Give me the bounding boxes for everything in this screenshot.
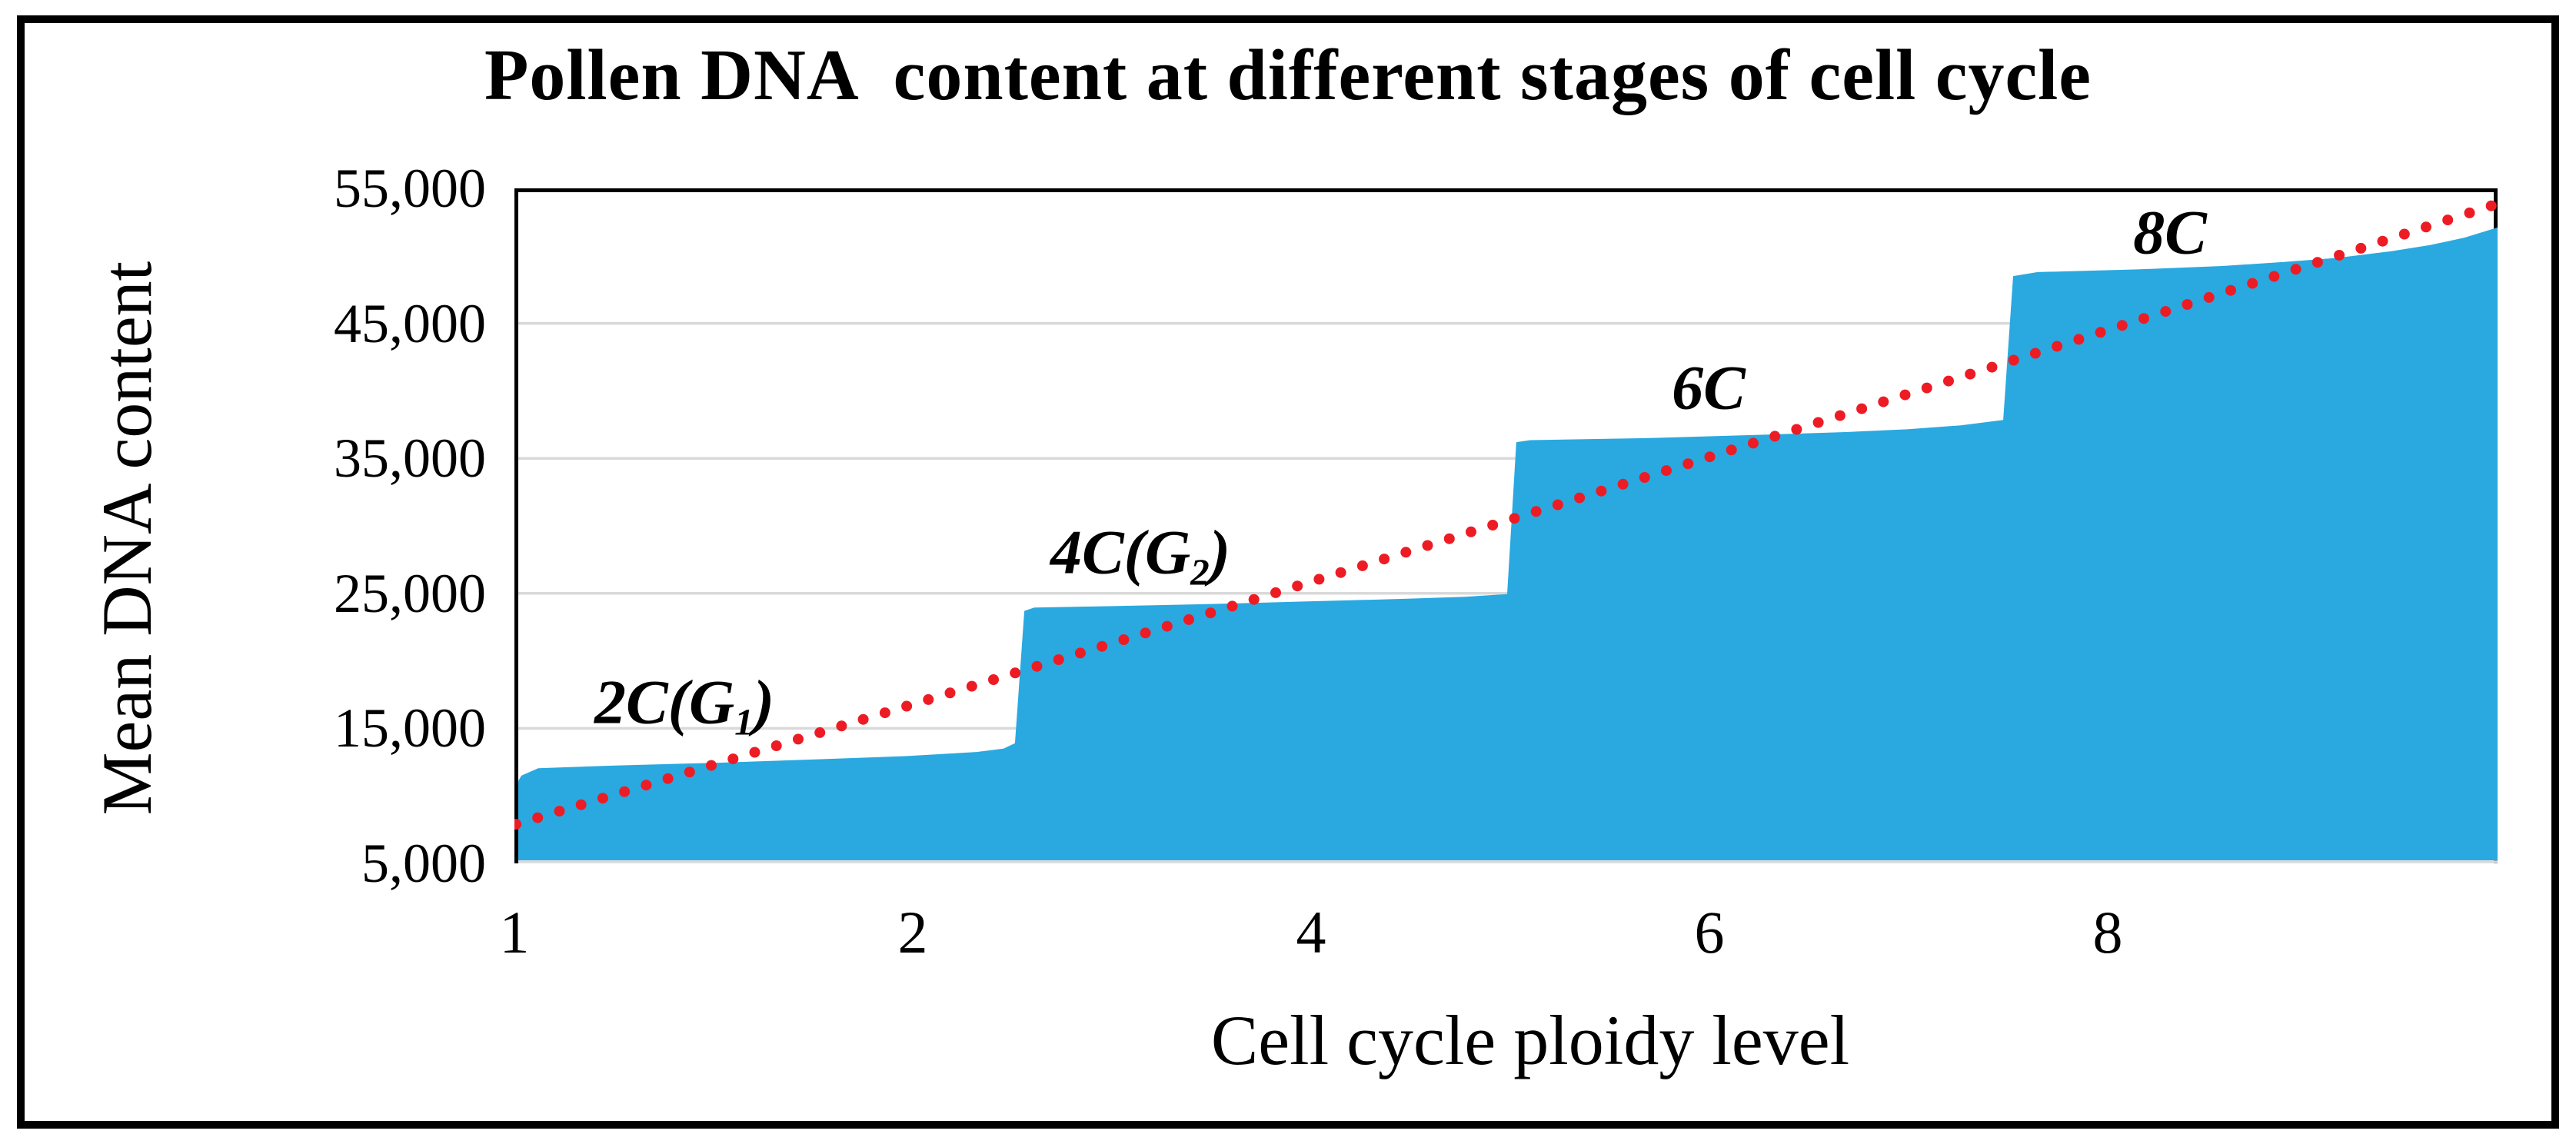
- y-tick-35000: 35,000: [334, 427, 486, 489]
- stage-label-4c-close: ): [1209, 517, 1231, 587]
- y-tick-55000: 55,000: [334, 158, 486, 219]
- stage-label-6c: 6C: [1672, 352, 1746, 430]
- chart-title: Pollen DNA content at different stages o…: [484, 35, 2092, 115]
- stage-label-2c-subscript: 1: [734, 700, 754, 743]
- stage-label-2c-close: ): [753, 667, 775, 737]
- stage-label-8c-text: 8C: [2133, 197, 2207, 268]
- y-axis-title: Mean DNA content: [88, 261, 166, 816]
- stage-label-8c: 8C: [2133, 197, 2207, 274]
- stage-label-2c: 2C(G1): [594, 667, 774, 744]
- stage-label-2c-text: 2C(G: [594, 667, 735, 737]
- stage-label-4c: 4C(G2): [1050, 517, 1230, 594]
- y-tick-25000: 25,000: [334, 563, 486, 624]
- x-tick-4: 4: [1296, 899, 1326, 966]
- x-tick-8: 8: [2092, 899, 2123, 966]
- stage-label-4c-text: 4C(G: [1050, 517, 1191, 587]
- y-tick-5000: 5,000: [361, 833, 486, 894]
- stage-label-4c-subscript: 2: [1190, 550, 1210, 594]
- y-tick-45000: 45,000: [334, 293, 486, 354]
- y-tick-15000: 15,000: [334, 697, 486, 759]
- y-axis-tick-labels: 55,000 45,000 35,000 25,000 15,000 5,000: [200, 0, 486, 1144]
- x-tick-1: 1: [499, 899, 530, 966]
- plot-area: [514, 188, 2498, 863]
- x-tick-6: 6: [1694, 899, 1725, 966]
- x-axis-title: Cell cycle ploidy level: [1210, 1001, 1850, 1079]
- stage-label-6c-text: 6C: [1672, 352, 1746, 423]
- x-tick-2: 2: [897, 899, 928, 966]
